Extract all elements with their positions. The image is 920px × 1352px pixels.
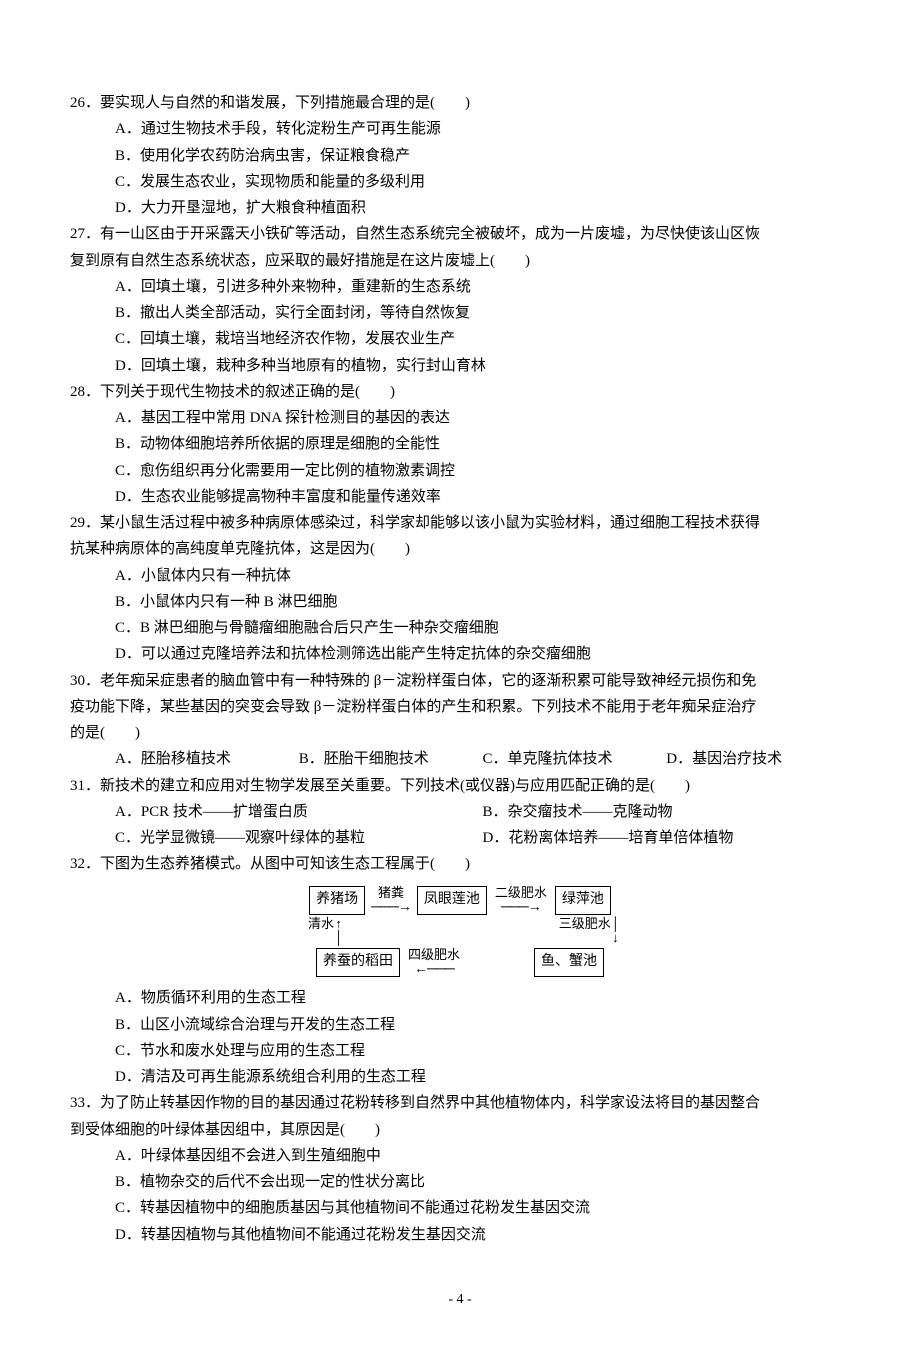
q30-stem-line1: 30．老年痴呆症患者的脑血管中有一种特殊的 β－淀粉样蛋白体，它的逐渐积累可能导… [70, 668, 850, 694]
q28-opt-a: A．基因工程中常用 DNA 探针检测目的基因的表达 [70, 405, 850, 431]
diagram-bottom-row: 养蚕的稻田 四级肥水 ←─── 鱼、蟹池 [270, 948, 650, 978]
q26-opt-b: B．使用化学农药防治病虫害，保证粮食稳产 [70, 143, 850, 169]
question-30: 30．老年痴呆症患者的脑血管中有一种特殊的 β－淀粉样蛋白体，它的逐渐积累可能导… [70, 668, 850, 773]
node-silkworm-paddy: 养蚕的稻田 [316, 948, 400, 977]
q28-opt-c: C．愈伤组织再分化需要用一定比例的植物激素调控 [70, 458, 850, 484]
arrow-right-icon: ───→ [371, 900, 411, 915]
q27-opt-b: B．撤出人类全部活动，实行全面封闭，等待自然恢复 [70, 300, 850, 326]
q33-opt-c: C．转基因植物中的细胞质基因与其他植物间不能通过花粉发生基因交流 [70, 1195, 850, 1221]
node-hyacinth-pond: 凤眼莲池 [417, 886, 487, 915]
arrow-right-icon: ───→ [501, 900, 541, 915]
diagram-mid-row: 清水 ↑ │ 三级肥水 │ ↓ [270, 915, 650, 948]
q30-stem-line3: 的是( ) [70, 720, 850, 746]
question-31: 31．新技术的建立和应用对生物学发展至关重要。下列技术(或仪器)与应用匹配正确的… [70, 773, 850, 852]
q28-opt-d: D．生态农业能够提高物种丰富度和能量传递效率 [70, 484, 850, 510]
q33-opt-a: A．叶绿体基因组不会进入到生殖细胞中 [70, 1143, 850, 1169]
q30-opt-d: D．基因治疗技术 [666, 746, 850, 772]
q27-opt-a: A．回填土壤，引进多种外来物种，重建新的生态系统 [70, 274, 850, 300]
q27-stem-line2: 复到原有自然生态系统状态，应采取的最好措施是在这片废墟上( ) [70, 248, 850, 274]
q31-opt-a: A．PCR 技术——扩增蛋白质 [115, 799, 483, 825]
q30-opts: A．胚胎移植技术 B．胚胎干细胞技术 C．单克隆抗体技术 D．基因治疗技术 [70, 746, 850, 772]
q30-opt-b: B．胚胎干细胞技术 [299, 746, 483, 772]
q32-opt-c: C．节水和废水处理与应用的生态工程 [70, 1038, 850, 1064]
q26-stem: 26．要实现人与自然的和谐发展，下列措施最合理的是( ) [70, 90, 850, 116]
q27-opt-d: D．回填土壤，栽种多种当地原有的植物，实行封山育林 [70, 353, 850, 379]
q30-opt-c: C．单克隆抗体技术 [483, 746, 667, 772]
edge-hyacinth-to-azolla: 二级肥水 ───→ [493, 886, 549, 916]
q28-opt-b: B．动物体细胞培养所依据的原理是细胞的全能性 [70, 431, 850, 457]
q31-opts-row1: A．PCR 技术——扩增蛋白质 B．杂交瘤技术——克隆动物 [70, 799, 850, 825]
question-32: 32．下图为生态养猪模式。从图中可知该生态工程属于( ) 养猪场 猪粪 ───→… [70, 851, 850, 1090]
edge-fish-to-paddy: 四级肥水 ←─── [406, 948, 462, 978]
edge-pig-to-hyacinth: 猪粪 ───→ [371, 886, 411, 916]
q31-opts-row2: C．光学显微镜——观察叶绿体的基粒 D．花粉离体培养——培育单倍体植物 [70, 825, 850, 851]
page-number: - 4 - [70, 1288, 850, 1313]
q33-stem-line1: 33．为了防止转基因作物的目的基因通过花粉转移到自然界中其他植物体内，科学家设法… [70, 1090, 850, 1116]
q29-opt-c: C．B 淋巴细胞与骨髓瘤细胞融合后只产生一种杂交瘤细胞 [70, 615, 850, 641]
question-28: 28．下列关于现代生物技术的叙述正确的是( ) A．基因工程中常用 DNA 探针… [70, 379, 850, 510]
q30-opt-a: A．胚胎移植技术 [115, 746, 299, 772]
q33-opt-d: D．转基因植物与其他植物间不能通过花粉发生基因交流 [70, 1222, 850, 1248]
q31-opt-c: C．光学显微镜——观察叶绿体的基粒 [115, 825, 483, 851]
q32-opt-b: B．山区小流域综合治理与开发的生态工程 [70, 1012, 850, 1038]
q29-opt-b: B．小鼠体内只有一种 B 淋巴细胞 [70, 589, 850, 615]
q26-opt-d: D．大力开垦湿地，扩大粮食种植面积 [70, 195, 850, 221]
question-27: 27．有一山区由于开采露天小铁矿等活动，自然生态系统完全被破坏，成为一片废墟，为… [70, 221, 850, 379]
q32-stem: 32．下图为生态养猪模式。从图中可知该生态工程属于( ) [70, 851, 850, 877]
q31-opt-b: B．杂交瘤技术——克隆动物 [483, 799, 851, 825]
q32-diagram: 养猪场 猪粪 ───→ 凤眼莲池 二级肥水 ───→ 绿萍池 清水 ↑ │ 三级… [270, 886, 650, 978]
q28-stem: 28．下列关于现代生物技术的叙述正确的是( ) [70, 379, 850, 405]
arrow-down-icon: │ ↓ [611, 917, 620, 946]
q27-opt-c: C．回填土壤，栽培当地经济农作物，发展农业生产 [70, 326, 850, 352]
diagram-top-row: 养猪场 猪粪 ───→ 凤眼莲池 二级肥水 ───→ 绿萍池 [270, 886, 650, 916]
q29-opt-a: A．小鼠体内只有一种抗体 [70, 563, 850, 589]
question-33: 33．为了防止转基因作物的目的基因通过花粉转移到自然界中其他植物体内，科学家设法… [70, 1090, 850, 1248]
node-azolla-pond: 绿萍池 [555, 886, 611, 915]
q32-opt-d: D．清洁及可再生能源系统组合利用的生态工程 [70, 1064, 850, 1090]
q26-opt-a: A．通过生物技术手段，转化淀粉生产可再生能源 [70, 116, 850, 142]
node-fish-crab-pond: 鱼、蟹池 [534, 948, 604, 977]
edge-azolla-to-fish: 三级肥水 [559, 917, 611, 946]
arrow-left-icon: ←─── [414, 962, 454, 977]
q29-stem-line2: 抗某种病原体的高纯度单克隆抗体，这是因为( ) [70, 536, 850, 562]
q31-stem: 31．新技术的建立和应用对生物学发展至关重要。下列技术(或仪器)与应用匹配正确的… [70, 773, 850, 799]
q29-stem-line1: 29．某小鼠生活过程中被多种病原体感染过，科学家却能够以该小鼠为实验材料，通过细… [70, 510, 850, 536]
q29-opt-d: D．可以通过克隆培养法和抗体检测筛选出能产生特定抗体的杂交瘤细胞 [70, 641, 850, 667]
question-26: 26．要实现人与自然的和谐发展，下列措施最合理的是( ) A．通过生物技术手段，… [70, 90, 850, 221]
q32-opt-a: A．物质循环利用的生态工程 [70, 985, 850, 1011]
edge-paddy-to-pig: 清水 [308, 917, 334, 946]
question-29: 29．某小鼠生活过程中被多种病原体感染过，科学家却能够以该小鼠为实验材料，通过细… [70, 510, 850, 668]
q31-opt-d: D．花粉离体培养——培育单倍体植物 [483, 825, 851, 851]
q30-stem-line2: 疫功能下降，某些基因的突变会导致 β－淀粉样蛋白体的产生和积累。下列技术不能用于… [70, 694, 850, 720]
node-pig-farm: 养猪场 [309, 886, 365, 915]
q33-opt-b: B．植物杂交的后代不会出现一定的性状分离比 [70, 1169, 850, 1195]
q26-opt-c: C．发展生态农业，实现物质和能量的多级利用 [70, 169, 850, 195]
q27-stem-line1: 27．有一山区由于开采露天小铁矿等活动，自然生态系统完全被破坏，成为一片废墟，为… [70, 221, 850, 247]
arrow-up-icon: ↑ │ [334, 917, 343, 946]
q33-stem-line2: 到受体细胞的叶绿体基因组中，其原因是( ) [70, 1117, 850, 1143]
